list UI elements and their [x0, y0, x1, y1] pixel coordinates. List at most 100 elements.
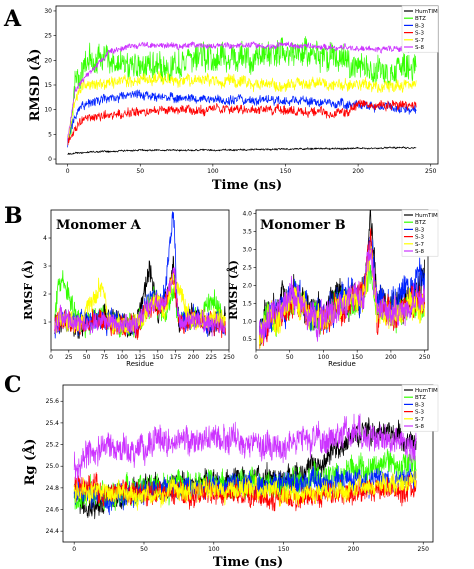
legend-label-s-8: S-8: [415, 45, 424, 51]
x-tick-label: 0: [49, 354, 53, 361]
x-axis-title-b2: Residue: [328, 360, 356, 368]
legend-label-humtim: HumTIM: [415, 388, 438, 394]
x-tick-label: 50: [140, 546, 148, 553]
y-tick-label: 1.5: [242, 300, 252, 307]
plot-lines-c: [73, 413, 417, 520]
legend-label-humtim: HumTIM: [415, 213, 438, 219]
x-tick-label: 225: [205, 354, 217, 361]
plot-lines-a: [67, 36, 417, 155]
legend-box: [401, 209, 439, 257]
y-axis-title-b2: RMSF (Å): [226, 260, 240, 320]
x-tick-label: 250: [417, 546, 429, 553]
panel-letter-c: C: [4, 372, 22, 398]
tick-labels-b2: 0 50 100 150 200 250 0.5 1.0 1.5 2.0 2.5 3.0 3.5 4.0: [242, 211, 430, 361]
x-tick-label: 150: [278, 546, 290, 553]
legend-label-s-8: S-8: [415, 424, 424, 430]
x-axis-title-c: Time (ns): [213, 555, 283, 569]
y-tick-label: 1: [43, 319, 47, 326]
x-tick-label: 25: [65, 354, 73, 361]
x-tick-label: 75: [101, 354, 109, 361]
legend-label-b-3: B-3: [415, 227, 425, 233]
chart-panel-c: 0 50 100 150 200 250 24.4 24.6 24.8 25.0 25.2 25.4 2…: [22, 384, 439, 569]
y-axis-title-b1: RMSF (Å): [21, 260, 35, 320]
x-tick-label: 150: [280, 168, 292, 175]
legend-label-btz: BTZ: [415, 395, 426, 401]
y-tick-label: 25.2: [46, 442, 60, 449]
title-monomer-a: Monomer A: [56, 218, 142, 233]
chart-panel-b1: 0 25 50 75 100 125 150 175 200 225 250 1 2 3 4 Monomer…: [21, 209, 235, 368]
series-line-s-8: [54, 266, 226, 337]
x-tick-label: 100: [208, 546, 220, 553]
legend-label-s-7: S-7: [415, 417, 424, 423]
x-tick-label: 0: [72, 546, 76, 553]
y-tick-label: 25.0: [46, 463, 60, 470]
y-tick-label: 24.4: [46, 528, 60, 535]
y-tick-label: 2.5: [242, 264, 252, 271]
legend-label-btz: BTZ: [415, 16, 426, 22]
x-tick-label: 0: [66, 168, 70, 175]
y-tick-label: 5: [48, 131, 52, 138]
y-tick-label: 30: [44, 8, 52, 15]
x-tick-label: 50: [83, 354, 91, 361]
x-tick-label: 50: [136, 168, 144, 175]
x-tick-label: 175: [170, 354, 182, 361]
y-axis-title-c: Rg (Å): [22, 439, 38, 486]
series-line-s-3: [67, 99, 417, 146]
y-tick-label: 3: [43, 263, 47, 270]
y-tick-label: 20: [44, 57, 52, 64]
legend-label-b-3: B-3: [415, 23, 425, 29]
x-tick-label: 200: [385, 354, 397, 361]
legend-label-s-7: S-7: [415, 242, 424, 248]
x-tick-label: 250: [419, 354, 431, 361]
y-tick-label: 0.5: [242, 336, 252, 343]
y-tick-label: 10: [44, 107, 52, 114]
legend-label-s-7: S-7: [415, 38, 424, 44]
series-line-b-3: [67, 89, 417, 148]
legend-box: [401, 384, 439, 432]
x-axis-title-a: Time (ns): [212, 178, 282, 193]
y-tick-label: 4.0: [242, 211, 252, 218]
x-tick-label: 100: [116, 354, 128, 361]
series-line-btz: [67, 36, 417, 145]
x-axis-title-b1: Residue: [126, 360, 154, 368]
legend-label-b-3: B-3: [415, 402, 425, 408]
x-tick-label: 150: [351, 354, 363, 361]
series-line-humtim: [67, 146, 417, 155]
x-tick-label: 200: [348, 546, 360, 553]
y-tick-label: 2: [43, 291, 47, 298]
x-tick-label: 0: [254, 354, 258, 361]
x-tick-label: 200: [352, 168, 364, 175]
legend-box: [401, 5, 439, 53]
y-tick-label: 1.0: [242, 318, 252, 325]
y-tick-label: 24.6: [46, 507, 60, 514]
x-tick-label: 150: [152, 354, 164, 361]
panel-letter-a: A: [3, 6, 22, 32]
x-tick-label: 50: [286, 354, 294, 361]
plot-frame-c: [62, 384, 434, 543]
series-line-s-8: [67, 41, 417, 141]
chart-panel-a: 0 50 100 150 200 250 0 5 10 15 20 25 30 Time (ns) RM…: [27, 5, 439, 193]
x-tick-label: 100: [207, 168, 219, 175]
tick-labels-c: 0 50 100 150 200 250 24.4 24.6 24.8 25.0 25.2 25.4 2…: [46, 398, 429, 553]
series-line-s-8: [259, 242, 425, 344]
y-tick-label: 4: [43, 235, 47, 242]
x-tick-label: 100: [318, 354, 330, 361]
y-tick-label: 0: [48, 156, 52, 163]
y-axis-title-a: RMSD (Å): [27, 49, 43, 122]
tick-labels-b1: 0 25 50 75 100 125 150 175 200 225 250 1 2 3 4: [43, 235, 235, 361]
x-tick-label: 250: [223, 354, 235, 361]
plot-lines-b2: [259, 210, 425, 349]
chart-panel-b2: 0 50 100 150 200 2500.51.01.52.02.53.03.54.0 …: [226, 209, 439, 368]
y-tick-label: 15: [44, 82, 52, 89]
plot-frame-b2: [255, 209, 429, 351]
y-tick-label: 2.0: [242, 282, 252, 289]
y-tick-label: 25.4: [46, 420, 60, 427]
title-monomer-b: Monomer B: [260, 218, 346, 233]
legend-label-s-8: S-8: [415, 249, 424, 255]
legend-label-s-3: S-3: [415, 31, 424, 37]
series-line-s-8: [73, 413, 417, 486]
y-tick-label: 3.5: [242, 229, 252, 236]
